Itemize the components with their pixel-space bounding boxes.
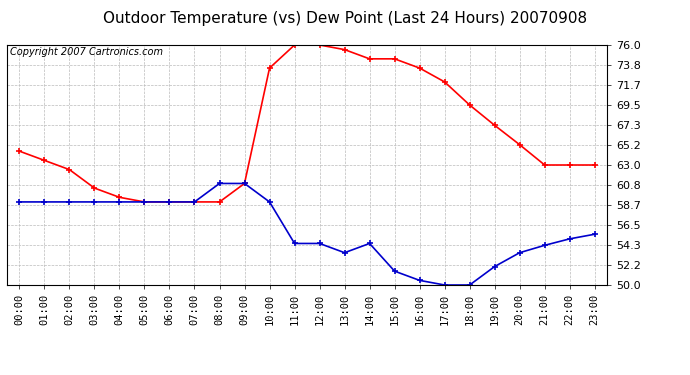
Text: Copyright 2007 Cartronics.com: Copyright 2007 Cartronics.com <box>10 47 163 57</box>
Text: Outdoor Temperature (vs) Dew Point (Last 24 Hours) 20070908: Outdoor Temperature (vs) Dew Point (Last… <box>103 11 587 26</box>
